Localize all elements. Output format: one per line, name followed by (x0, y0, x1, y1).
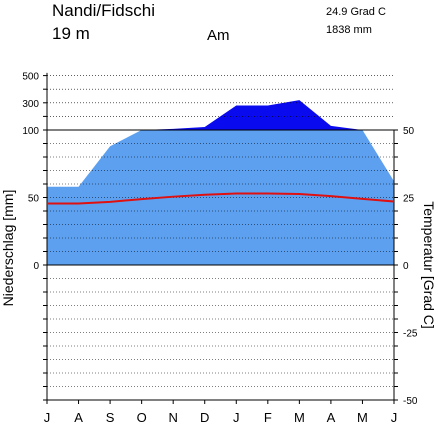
month-label: M (357, 410, 368, 425)
month-label: J (391, 410, 398, 425)
left-axis-tick-label: 500 (22, 72, 39, 83)
left-axis-tick-label: 0 (33, 261, 39, 272)
right-axis-tick-label: -25 (403, 329, 418, 340)
mean-temperature: 24.9 Grad C (326, 6, 386, 18)
month-label: J (233, 410, 240, 425)
precipitation-excess-area (47, 100, 394, 130)
month-label: J (44, 410, 51, 425)
month-label: A (74, 410, 83, 425)
right-axis-tick-label: 0 (403, 261, 409, 272)
right-axis-tick-label: -50 (403, 396, 418, 407)
month-label: N (168, 410, 177, 425)
y-axis-left-label: Niederschlag [mm] (0, 190, 16, 307)
left-axis-tick-label: 50 (28, 194, 40, 205)
grid-lines (47, 75, 394, 401)
precipitation-area (47, 130, 394, 265)
climate-class: Am (207, 27, 230, 44)
y-axis-right-label: Temperatur [Grad C] (421, 201, 437, 329)
annual-precipitation: 1838 mm (326, 24, 372, 36)
month-label: D (200, 410, 209, 425)
left-axis-tick-label: 100 (22, 126, 39, 137)
month-label: A (327, 410, 336, 425)
month-label: S (106, 410, 115, 425)
temperature-line (47, 192, 395, 205)
month-label: O (137, 410, 147, 425)
axes (43, 72, 398, 404)
left-axis-tick-label: 300 (22, 99, 39, 110)
right-axis-tick-labels: 50 25 0 -25 -50 (403, 126, 418, 407)
right-axis-tick-label: 50 (403, 126, 415, 137)
month-label: F (264, 410, 272, 425)
right-axis-tick-label: 25 (403, 194, 415, 205)
station-elevation: 19 m (52, 24, 90, 43)
month-label: M (294, 410, 305, 425)
station-name: Nandi/Fidschi (52, 1, 155, 20)
